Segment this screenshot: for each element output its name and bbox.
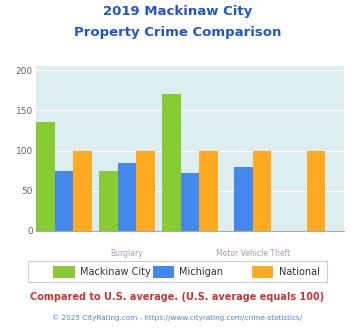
Bar (253, 150, 272, 231)
Text: Michigan: Michigan (179, 267, 223, 277)
Text: Arson: Arson (305, 262, 327, 271)
Text: Mackinaw City: Mackinaw City (80, 267, 151, 277)
Bar (199, 150, 218, 231)
Bar (234, 167, 253, 231)
Bar (36, 121, 55, 231)
Bar (55, 171, 73, 231)
Text: © 2025 CityRating.com - https://www.cityrating.com/crime-statistics/: © 2025 CityRating.com - https://www.city… (53, 314, 302, 321)
Text: Burglary: Burglary (110, 249, 143, 258)
Text: All Property Crime: All Property Crime (29, 262, 99, 271)
Text: Motor Vehicle Theft: Motor Vehicle Theft (216, 249, 290, 258)
Bar (162, 94, 181, 231)
Bar (136, 150, 155, 231)
Text: National: National (279, 267, 320, 277)
Text: Compared to U.S. average. (U.S. average equals 100): Compared to U.S. average. (U.S. average … (31, 292, 324, 302)
Text: 2019 Mackinaw City: 2019 Mackinaw City (103, 5, 252, 18)
Text: Larceny & Theft: Larceny & Theft (159, 262, 220, 271)
Bar (99, 172, 118, 231)
Text: Property Crime Comparison: Property Crime Comparison (74, 26, 281, 39)
Bar (118, 163, 136, 231)
Bar (73, 150, 92, 231)
Bar (181, 173, 199, 231)
Bar (307, 150, 325, 231)
